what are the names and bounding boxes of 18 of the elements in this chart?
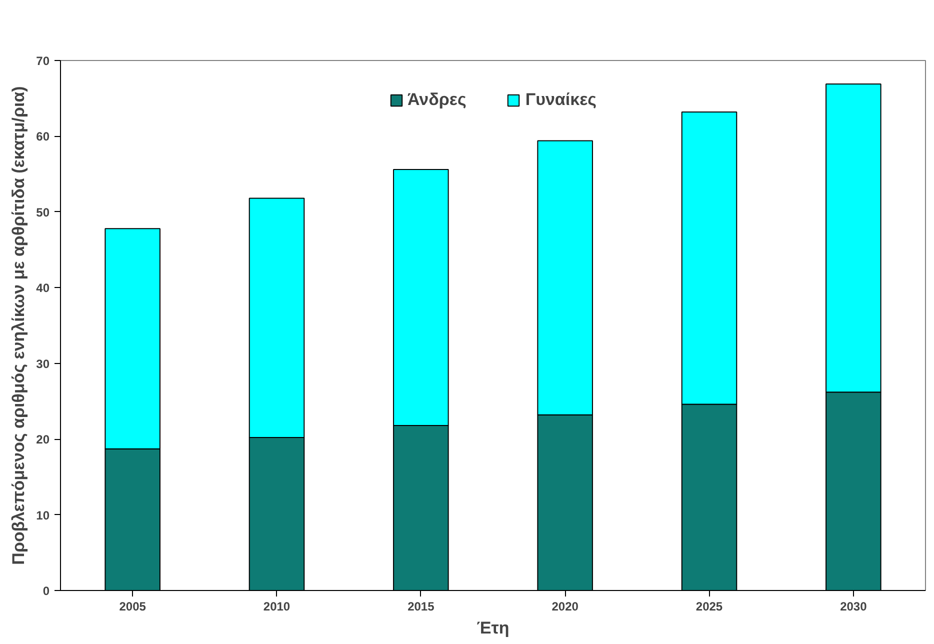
y-tick-label: 20 bbox=[36, 432, 50, 447]
y-tick-label: 40 bbox=[36, 281, 50, 296]
y-tick-label: 30 bbox=[36, 356, 50, 371]
legend-label: Άνδρες bbox=[408, 90, 466, 110]
y-tick-label: 10 bbox=[36, 508, 50, 522]
y-tick-label: 50 bbox=[36, 205, 50, 220]
x-tick-label: 2020 bbox=[552, 600, 579, 614]
y-tick-label: 60 bbox=[36, 130, 50, 144]
legend-label: Γυναίκες bbox=[525, 90, 596, 110]
y-axis-title: Προβλεπόμενος αριθμός ενηλίκων με αρθρίτιδα (εκατμ/ρια) bbox=[9, 86, 28, 565]
x-tick-label: 2025 bbox=[696, 600, 723, 614]
x-tick-label: 2030 bbox=[840, 600, 868, 614]
x-tick-label: 2010 bbox=[263, 600, 290, 614]
x-tick-label: 2015 bbox=[408, 600, 435, 614]
x-tick-label: 2005 bbox=[119, 600, 146, 614]
x-axis-title: Έτη bbox=[476, 618, 510, 638]
y-tick-label: 70 bbox=[36, 54, 50, 68]
y-tick-label: 0 bbox=[42, 584, 50, 598]
